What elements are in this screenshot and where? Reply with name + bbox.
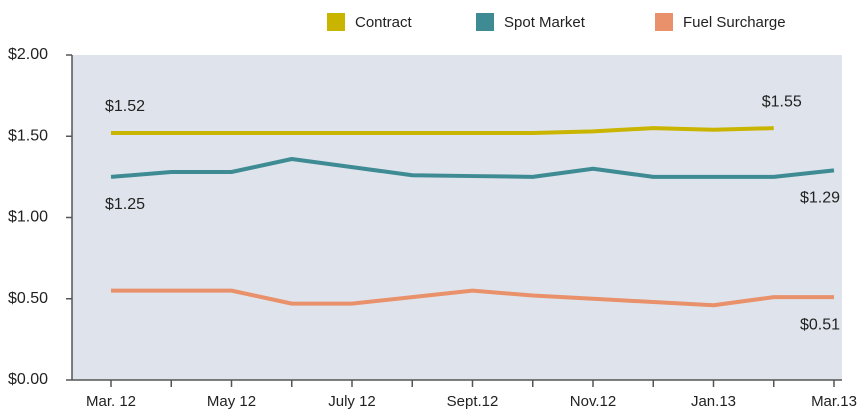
legend-swatch (327, 13, 345, 31)
x-tick-label: Mar.13 (811, 393, 857, 410)
x-tick-label: Mar. 12 (86, 393, 136, 410)
data-label: $1.52 (105, 98, 145, 115)
y-tick-label: $0.50 (8, 290, 48, 307)
y-tick-label: $1.50 (8, 127, 48, 144)
x-tick-label: Jan.13 (691, 393, 736, 410)
series-line (111, 126, 774, 135)
data-label: $1.29 (800, 190, 840, 207)
legend-label: Contract (355, 14, 413, 31)
legend-label: Spot Market (504, 14, 586, 31)
series-line (111, 288, 834, 308)
legend-swatch (655, 13, 673, 31)
y-tick-label: $1.00 (8, 209, 48, 226)
plot-area (72, 55, 842, 380)
data-label: $0.51 (800, 316, 840, 333)
x-tick-label: Nov.12 (570, 393, 616, 410)
data-label: $1.55 (762, 93, 802, 110)
x-tick-label: May 12 (207, 393, 256, 410)
series-line (110, 157, 835, 179)
y-tick-label: $2.00 (8, 46, 48, 63)
legend-swatch (476, 13, 494, 31)
legend-label: Fuel Surcharge (683, 14, 786, 31)
y-tick-label: $0.00 (8, 371, 48, 388)
x-tick-label: July 12 (328, 393, 376, 410)
x-tick-label: Sept.12 (447, 393, 499, 410)
data-label: $1.25 (105, 196, 145, 213)
